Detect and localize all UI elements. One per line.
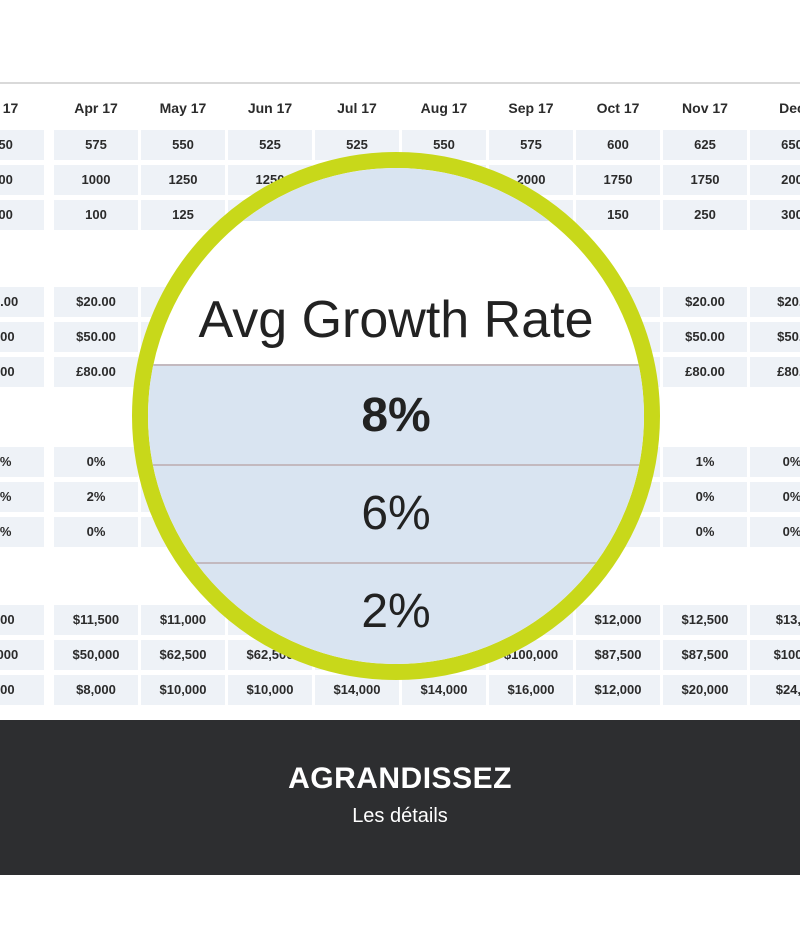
table-cell: $13,0 <box>750 605 800 635</box>
table-cell: 0.00 <box>0 322 44 352</box>
table-cell: $50,000 <box>54 640 138 670</box>
column-header: Jun 17 <box>247 100 293 116</box>
magnified-value-3: 2% <box>361 585 431 638</box>
table-cell: $16,000 <box>489 675 573 705</box>
magnified-divider <box>148 464 644 466</box>
table-cell: 200 <box>750 165 800 195</box>
table-cell: $24,0 <box>750 675 800 705</box>
column-header: ar 17 <box>0 100 19 116</box>
magnified-content: Avg Growth Rate 8% 6% 2% <box>148 168 644 664</box>
table-cell: 100 <box>54 200 138 230</box>
table-cell: 000 <box>0 165 44 195</box>
table-cell: 0% <box>0 447 44 477</box>
table-cell: 300 <box>750 200 800 230</box>
table-cell: 600 <box>576 130 660 160</box>
table-cell: 0% <box>750 482 800 512</box>
table-cell: 1% <box>663 447 747 477</box>
banner-title: AGRANDISSEZ <box>288 762 512 795</box>
table-cell: $100,( <box>750 640 800 670</box>
magnified-divider <box>148 562 644 564</box>
table-cell: 20.00 <box>0 287 44 317</box>
table-cell: $10,000 <box>141 675 225 705</box>
magnified-value-2: 6% <box>361 487 431 540</box>
column-header: Apr 17 <box>74 100 118 116</box>
magnified-row-3 <box>148 564 644 664</box>
column-header: Aug 17 <box>420 100 468 116</box>
table-cell: $12,500 <box>663 605 747 635</box>
table-cell: $10,000 <box>228 675 312 705</box>
table-cell: 1000 <box>54 165 138 195</box>
magnified-row-1 <box>148 366 644 464</box>
banner-subtitle: Les détails <box>352 805 448 827</box>
table-cell: $87,500 <box>663 640 747 670</box>
table-cell: $20.00 <box>54 287 138 317</box>
table-cell: 0% <box>663 517 747 547</box>
table-cell: 0% <box>663 482 747 512</box>
column-header: Dec <box>779 100 800 116</box>
table-cell: $14,000 <box>315 675 399 705</box>
table-cell: 525 <box>228 130 312 160</box>
table-cell: 0% <box>54 447 138 477</box>
magnified-value-1: 8% <box>361 389 431 442</box>
table-cell: 2% <box>0 517 44 547</box>
table-cell: 0.00 <box>0 357 44 387</box>
table-cell: $11,500 <box>54 605 138 635</box>
table-cell: 550 <box>141 130 225 160</box>
table-cell: 250 <box>663 200 747 230</box>
table-cell: $14,000 <box>402 675 486 705</box>
magnified-heading: Avg Growth Rate <box>198 291 594 349</box>
table-cell: 0,000 <box>0 640 44 670</box>
table-cell: $12,000 <box>576 675 660 705</box>
table-cell: $50.( <box>750 322 800 352</box>
table-cell: 0% <box>0 482 44 512</box>
table-cell: ,000 <box>0 605 44 635</box>
table-cell: $50.00 <box>54 322 138 352</box>
table-cell: 550 <box>402 130 486 160</box>
column-header: Sep 17 <box>508 100 554 116</box>
table-cell: 550 <box>0 130 44 160</box>
column-header: Oct 17 <box>596 100 640 116</box>
table-top-border <box>0 82 800 84</box>
table-cell: ,000 <box>0 675 44 705</box>
magnified-divider <box>148 364 644 366</box>
caption-banner <box>0 720 800 875</box>
table-cell: 650 <box>750 130 800 160</box>
table-cell: $50.00 <box>663 322 747 352</box>
table-cell: 2% <box>54 482 138 512</box>
table-cell: $8,000 <box>54 675 138 705</box>
table-cell: 625 <box>663 130 747 160</box>
table-cell: 0% <box>750 517 800 547</box>
table-cell: 100 <box>0 200 44 230</box>
table-cell: $20.( <box>750 287 800 317</box>
table-cell: 575 <box>54 130 138 160</box>
table-cell: $20,000 <box>663 675 747 705</box>
table-cell: £80.00 <box>663 357 747 387</box>
table-cell: £80.00 <box>54 357 138 387</box>
magnifier-lens: Avg Growth Rate 8% 6% 2% <box>132 152 660 680</box>
table-cell: 0% <box>54 517 138 547</box>
table-cell: £80.( <box>750 357 800 387</box>
column-header: Jul 17 <box>337 100 377 116</box>
magnified-top-row <box>148 168 644 221</box>
table-cell: $20.00 <box>663 287 747 317</box>
magnified-row-2 <box>148 466 644 562</box>
column-header: Nov 17 <box>682 100 728 116</box>
table-cell: 0% <box>750 447 800 477</box>
table-cell: 575 <box>489 130 573 160</box>
table-cell: 1750 <box>663 165 747 195</box>
column-header: May 17 <box>159 100 207 116</box>
